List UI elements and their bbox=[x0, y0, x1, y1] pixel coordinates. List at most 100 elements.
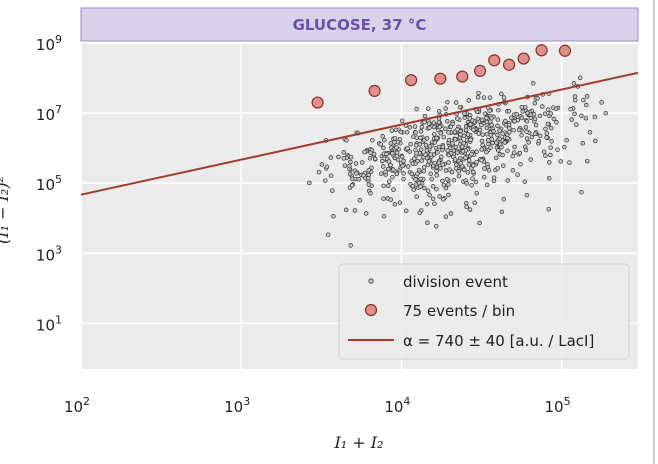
division-event-point bbox=[474, 190, 479, 196]
y-tick-labels: 101 103 105 107 109 bbox=[36, 33, 62, 334]
division-event-point bbox=[474, 159, 479, 165]
division-event-point bbox=[481, 174, 487, 180]
legend-marker-division-event bbox=[368, 278, 374, 284]
division-event-point bbox=[532, 131, 538, 137]
division-event-point bbox=[448, 211, 454, 216]
division-event-point bbox=[413, 130, 418, 135]
division-event-point bbox=[599, 100, 604, 105]
division-event-point bbox=[426, 121, 432, 126]
division-event-point bbox=[388, 197, 394, 202]
division-event-point bbox=[431, 124, 437, 130]
division-event-point bbox=[587, 130, 593, 135]
division-event-point bbox=[579, 113, 584, 119]
division-event-point bbox=[453, 100, 459, 105]
division-event-point bbox=[409, 171, 415, 177]
legend-label-division-event: division event bbox=[403, 273, 508, 291]
division-event-point bbox=[411, 156, 417, 161]
division-event-point bbox=[438, 166, 443, 171]
division-event-point bbox=[499, 144, 504, 150]
division-event-point bbox=[583, 115, 589, 121]
division-event-point bbox=[479, 158, 484, 163]
division-event-point bbox=[348, 243, 353, 248]
division-event-point bbox=[535, 96, 540, 101]
division-event-point bbox=[352, 208, 358, 213]
division-event-point bbox=[401, 171, 406, 176]
division-event-point bbox=[458, 161, 463, 166]
division-event-point bbox=[500, 131, 505, 136]
division-event-point bbox=[434, 173, 439, 178]
division-event-point bbox=[512, 144, 517, 150]
bin-point bbox=[517, 52, 530, 65]
bin-point bbox=[488, 54, 501, 67]
division-event-point bbox=[381, 196, 386, 201]
division-event-point bbox=[465, 170, 471, 175]
division-event-point bbox=[370, 137, 375, 143]
division-event-point bbox=[489, 115, 494, 121]
division-event-point bbox=[436, 144, 442, 150]
division-event-point bbox=[419, 158, 424, 163]
division-event-point bbox=[425, 106, 431, 111]
bin-point bbox=[368, 84, 381, 97]
division-event-point bbox=[341, 156, 347, 161]
division-event-point bbox=[392, 136, 398, 141]
division-event-point bbox=[443, 185, 449, 191]
division-event-point bbox=[511, 150, 517, 155]
division-event-point bbox=[580, 140, 586, 146]
division-event-point bbox=[482, 166, 487, 171]
division-event-point bbox=[505, 135, 510, 141]
division-event-point bbox=[519, 105, 525, 110]
division-event-point bbox=[383, 169, 388, 175]
division-event-point bbox=[477, 127, 483, 133]
division-event-point bbox=[496, 107, 501, 113]
division-event-point bbox=[548, 111, 553, 116]
bin-point bbox=[502, 58, 516, 71]
division-event-point bbox=[454, 162, 459, 168]
division-event-point bbox=[471, 163, 476, 168]
division-event-point bbox=[432, 201, 437, 206]
division-event-point bbox=[384, 151, 389, 157]
division-event-point bbox=[316, 169, 322, 175]
division-event-point bbox=[571, 81, 577, 86]
division-event-point bbox=[387, 179, 392, 184]
y-tick-label: 107 bbox=[36, 103, 62, 124]
division-event-point bbox=[499, 91, 504, 97]
division-event-point bbox=[424, 136, 430, 141]
division-event-point bbox=[544, 135, 549, 140]
division-event-point bbox=[486, 141, 491, 147]
division-event-point bbox=[421, 164, 427, 170]
division-event-point bbox=[436, 160, 442, 165]
division-event-point bbox=[429, 176, 434, 182]
division-event-point bbox=[568, 106, 573, 112]
division-event-point bbox=[350, 176, 355, 182]
division-event-point bbox=[551, 116, 557, 122]
division-event-point bbox=[393, 127, 399, 133]
division-event-point bbox=[435, 150, 440, 155]
division-event-point bbox=[524, 119, 530, 124]
division-event-point bbox=[469, 182, 474, 188]
division-event-point bbox=[574, 122, 579, 127]
division-event-point bbox=[471, 127, 476, 133]
division-event-point bbox=[440, 178, 445, 184]
division-event-point bbox=[533, 122, 539, 128]
division-event-point bbox=[424, 201, 430, 207]
division-event-point bbox=[465, 132, 471, 137]
division-event-point bbox=[456, 169, 461, 174]
title-box bbox=[80, 7, 639, 42]
division-event-point bbox=[493, 155, 499, 161]
division-event-point bbox=[390, 174, 395, 180]
division-event-point bbox=[471, 169, 476, 175]
division-event-point bbox=[497, 128, 502, 133]
division-event-point bbox=[484, 125, 490, 131]
division-event-point bbox=[434, 186, 439, 192]
x-axis-label: I₁ + I₂ bbox=[333, 433, 383, 452]
division-event-point bbox=[328, 173, 334, 178]
division-event-point bbox=[414, 106, 419, 112]
division-event-point bbox=[428, 171, 433, 176]
division-event-point bbox=[508, 115, 514, 120]
division-event-point bbox=[572, 94, 578, 99]
division-event-point bbox=[475, 95, 481, 100]
division-event-point bbox=[510, 168, 516, 173]
division-event-point bbox=[430, 196, 436, 202]
y-tick-label: 109 bbox=[36, 33, 62, 54]
division-event-point bbox=[323, 178, 328, 183]
